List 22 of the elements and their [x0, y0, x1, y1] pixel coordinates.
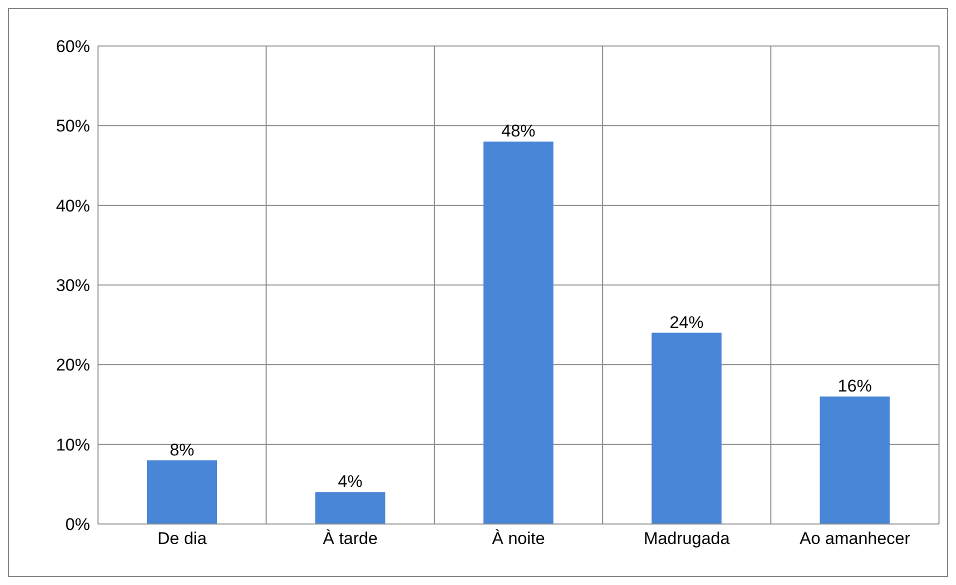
y-tick-label: 30%: [56, 276, 90, 296]
y-tick-label: 60%: [56, 37, 90, 56]
bar: [147, 460, 217, 524]
x-tick-label: De dia: [158, 529, 208, 548]
y-tick-label: 10%: [56, 435, 90, 454]
x-tick-label: Madrugada: [644, 529, 730, 548]
data-label: 24%: [670, 312, 704, 332]
x-tick-label: Ao amanhecer: [800, 529, 911, 548]
data-label: 8%: [170, 440, 194, 460]
y-tick-label: 0%: [65, 515, 90, 534]
data-label: 4%: [338, 472, 362, 492]
data-label: 16%: [838, 376, 872, 396]
bar: [820, 396, 890, 524]
bar: [483, 142, 554, 524]
x-tick-label: À noite: [492, 529, 545, 548]
x-tick-label: À tarde: [322, 529, 378, 548]
data-label: 48%: [501, 122, 536, 141]
y-tick-label: 50%: [56, 116, 90, 136]
y-tick-label: 40%: [56, 196, 90, 216]
bar: [652, 332, 722, 524]
y-tick-label: 20%: [56, 356, 90, 375]
bar: [315, 492, 386, 524]
